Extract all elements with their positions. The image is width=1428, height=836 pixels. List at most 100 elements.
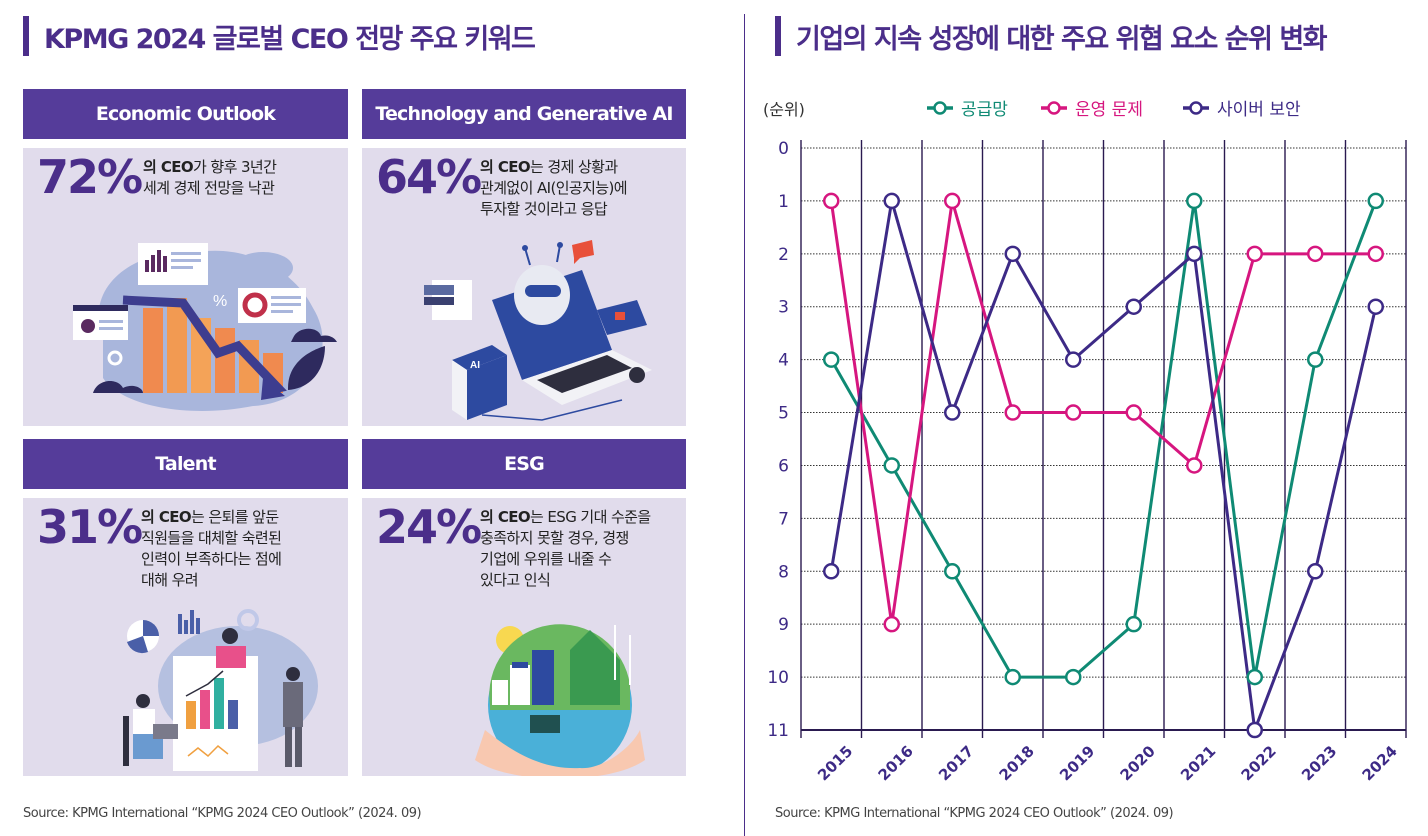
data-point xyxy=(1004,245,1021,263)
x-tick-label: 2016 xyxy=(875,742,917,784)
y-tick-label: 1 xyxy=(778,192,789,212)
card-technology-ai: 64% 의 CEO는 경제 상황과 관계없이 AI(인공지능)에 투자할 것이라… xyxy=(362,148,686,426)
card-description: 의 CEO는 ESG 기대 수준을 충족하지 못할 경우, 경쟁 기업에 우위를… xyxy=(480,507,651,591)
y-tick-labels: 0 1 2 3 4 5 6 7 8 9 10 11 xyxy=(767,139,789,741)
y-tick-label: 3 xyxy=(778,298,789,318)
series-line xyxy=(829,199,1378,679)
card-header-talent: Talent xyxy=(23,439,348,489)
data-point xyxy=(823,563,840,580)
data-point xyxy=(823,192,840,210)
data-point xyxy=(1307,245,1324,263)
card-line: 는 ESG 기대 수준을 xyxy=(530,508,651,526)
card-header-esg: ESG xyxy=(362,439,686,489)
card-line: 관계없이 AI(인공지능)에 xyxy=(480,179,628,197)
left-title: KPMG 2024 글로벌 CEO 전망 주요 키워드 xyxy=(44,24,536,55)
card-line: 인력이 부족하다는 점에 xyxy=(141,550,282,568)
y-tick-label: 0 xyxy=(778,139,789,159)
panel-divider xyxy=(744,14,745,836)
card-line: 투자할 것이라고 응답 xyxy=(480,200,608,218)
data-point xyxy=(1004,668,1021,686)
legend-item: 사이버 보안 xyxy=(1183,100,1301,120)
data-point xyxy=(1065,668,1082,686)
data-point xyxy=(1125,615,1142,633)
card-header-technology-ai: Technology and Generative AI xyxy=(362,89,686,139)
card-percent: 24% xyxy=(376,500,482,554)
legend-label: 공급망 xyxy=(961,100,1008,120)
y-axis-label: (순위) xyxy=(763,100,805,119)
card-lead: 의 CEO xyxy=(141,508,192,526)
card-line: 세계 경제 전망을 낙관 xyxy=(143,179,275,197)
declining-chart-illustration: % xyxy=(73,243,337,411)
card-percent: 31% xyxy=(37,500,143,554)
data-point xyxy=(1186,192,1203,210)
data-point xyxy=(1367,192,1384,210)
data-point xyxy=(1186,245,1203,263)
right-title: 기업의 지속 성장에 대한 주요 위협 요소 순위 변화 xyxy=(796,24,1328,55)
legend-label: 운영 문제 xyxy=(1075,100,1143,120)
y-tick-label: 6 xyxy=(778,456,789,476)
data-point xyxy=(1367,245,1384,263)
x-tick-label: 2022 xyxy=(1238,742,1280,784)
series-공급망 xyxy=(829,199,1378,679)
right-source: Source: KPMG International “KPMG 2024 CE… xyxy=(775,806,1174,821)
data-point xyxy=(1125,298,1142,315)
x-tick-labels: 2015 2016 2017 2018 2019 2020 2021 2022 2023 2024 xyxy=(814,742,1401,784)
card-line: 충족하지 못할 경우, 경쟁 xyxy=(480,529,629,547)
data-point xyxy=(1186,457,1203,474)
card-description: 의 CEO는 은퇴를 앞둔 직원들을 대체할 숙련된 인력이 부족하다는 점에 … xyxy=(141,507,282,591)
data-point xyxy=(944,563,961,580)
data-point xyxy=(823,351,840,368)
x-tick-label: 2015 xyxy=(814,742,856,784)
team-presentation-illustration xyxy=(123,609,318,771)
grid xyxy=(800,140,1407,738)
data-point xyxy=(1125,404,1142,421)
series-line xyxy=(829,199,1376,626)
data-point xyxy=(1246,245,1263,263)
series xyxy=(823,192,1384,739)
card-description: 의 CEO가 향후 3년간 세계 경제 전망을 낙관 xyxy=(143,157,277,199)
card-percent: 72% xyxy=(37,150,143,204)
svg-text:AI: AI xyxy=(470,360,480,371)
data-point xyxy=(1004,404,1021,421)
series-사이버 보안 xyxy=(829,199,1378,732)
data-point xyxy=(883,192,900,210)
series-line xyxy=(829,199,1378,732)
legend-marker-icon xyxy=(1189,101,1203,115)
y-tick-label: 2 xyxy=(778,245,789,265)
data-point xyxy=(1065,351,1082,368)
legend-marker-icon xyxy=(1047,101,1061,115)
series-points-공급망 xyxy=(823,192,1384,686)
y-tick-label: 4 xyxy=(778,351,789,371)
card-lead: 의 CEO xyxy=(480,158,531,176)
y-tick-label: 5 xyxy=(778,404,789,424)
card-esg: 24% 의 CEO는 ESG 기대 수준을 충족하지 못할 경우, 경쟁 기업에… xyxy=(362,498,686,776)
series-points-사이버 보안 xyxy=(823,192,1384,739)
card-talent: 31% 의 CEO는 은퇴를 앞둔 직원들을 대체할 숙련된 인력이 부족하다는… xyxy=(23,498,348,776)
card-line: 기업에 우위를 내줄 수 xyxy=(480,550,612,568)
svg-text:%: % xyxy=(213,293,227,310)
data-point xyxy=(883,615,900,633)
card-header-economic-outlook: Economic Outlook xyxy=(23,89,348,139)
data-point xyxy=(944,404,961,421)
legend-marker-icon xyxy=(933,101,947,115)
legend-label: 사이버 보안 xyxy=(1217,100,1301,120)
card-line: 대해 우려 xyxy=(141,571,199,589)
data-point xyxy=(1367,298,1384,315)
card-line: 는 은퇴를 앞둔 xyxy=(191,508,279,526)
earth-sustainability-illustration xyxy=(475,624,645,776)
x-tick-label: 2021 xyxy=(1177,742,1219,784)
y-tick-label: 10 xyxy=(767,668,789,688)
y-tick-label: 7 xyxy=(778,509,789,529)
data-point xyxy=(1065,404,1082,421)
series-운영 문제 xyxy=(829,199,1376,626)
left-title-accent xyxy=(23,16,29,56)
data-point xyxy=(883,457,900,474)
x-tick-label: 2018 xyxy=(996,742,1038,784)
legend: 공급망 운영 문제 사이버 보안 xyxy=(927,100,1301,120)
x-tick-label: 2020 xyxy=(1117,742,1159,784)
x-tick-label: 2017 xyxy=(935,742,977,784)
y-tick-label: 9 xyxy=(778,615,789,635)
legend-item: 운영 문제 xyxy=(1041,100,1143,120)
card-lead: 의 CEO xyxy=(143,158,194,176)
series-points-운영 문제 xyxy=(823,192,1384,633)
